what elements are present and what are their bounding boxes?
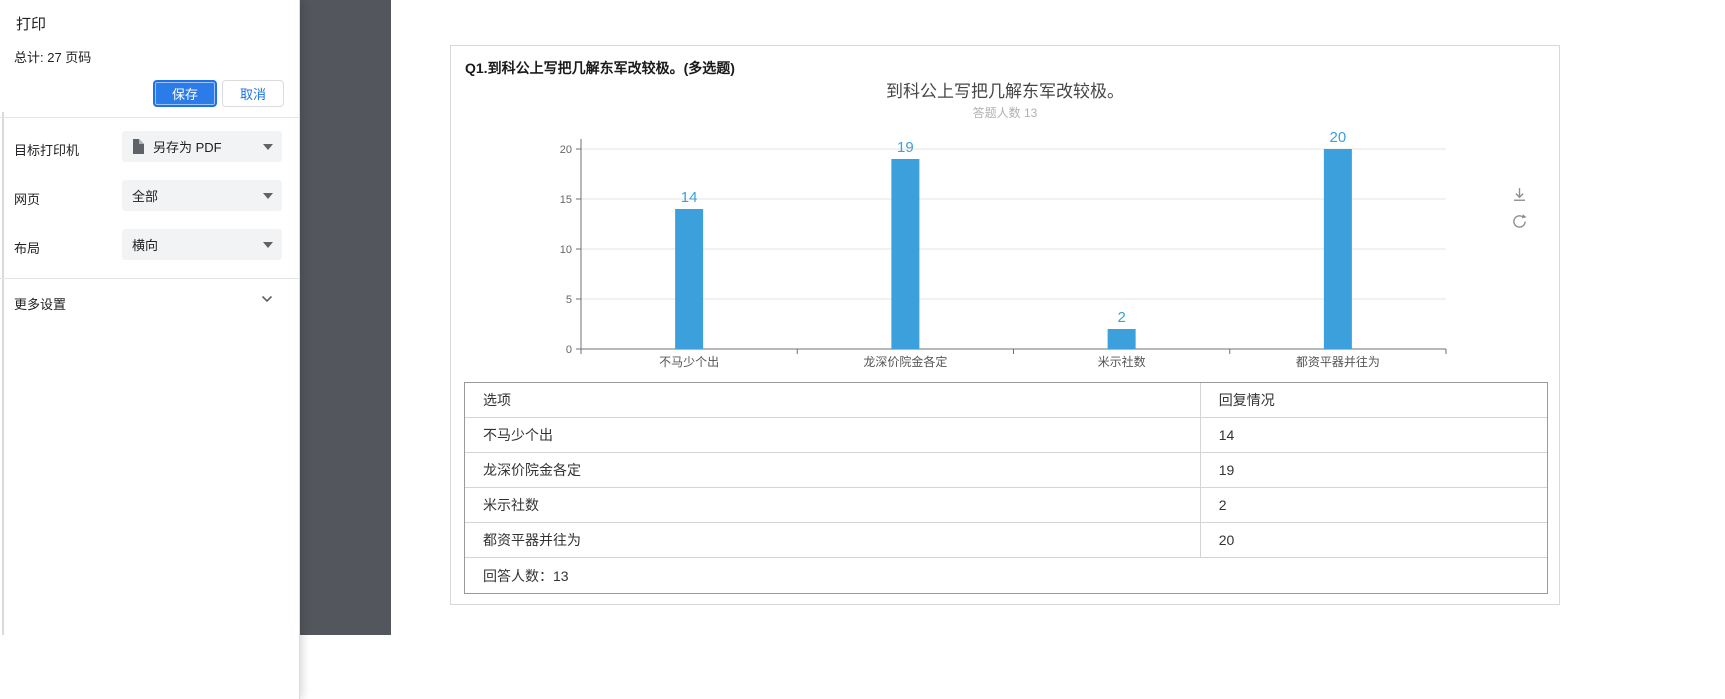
footer-cell: 回答人数：13 <box>483 567 569 584</box>
question-title: Q1.到科公上写把几解东军改较极。(多选题) <box>465 60 735 76</box>
pdf-file-icon <box>133 139 144 154</box>
results-table: 选项 回复情况 不马少个出 14 龙深价院金各定 19 米示社数 2 都资平器并往… <box>464 382 1548 594</box>
caret-down-icon <box>263 193 273 199</box>
layout-label: 布局 <box>14 241 41 256</box>
divider <box>0 278 299 279</box>
question-block: Q1.到科公上写把几解东军改较极。(多选题) 到科公上写把几解东军改较极。 答题… <box>450 45 1560 605</box>
chart-toolbox <box>1511 186 1535 240</box>
svg-text:10: 10 <box>560 244 572 256</box>
table-row: 龙深价院金各定 19 <box>465 453 1547 488</box>
svg-text:0: 0 <box>566 344 572 356</box>
dialog-title: 打印 <box>16 16 47 33</box>
option-cell: 都资平器并往为 <box>465 523 1201 558</box>
save-button[interactable]: 保存 <box>153 80 217 107</box>
destination-label: 目标打印机 <box>14 143 80 158</box>
value-cell: 2 <box>1200 488 1547 523</box>
print-dialog: 打印 总计: 27 页码 保存 取消 目标打印机 另存为 PDF 网页 全部 布… <box>0 0 299 699</box>
caret-down-icon <box>263 242 273 248</box>
svg-text:19: 19 <box>897 139 914 156</box>
table-row: 米示社数 2 <box>465 488 1547 523</box>
table-row: 都资平器并往为 20 <box>465 523 1547 558</box>
option-cell: 不马少个出 <box>465 418 1201 453</box>
option-cell: 米示社数 <box>465 488 1201 523</box>
download-icon <box>1513 188 1526 201</box>
destination-value: 另存为 PDF <box>153 140 222 155</box>
chart-title: 到科公上写把几解东军改较极。 <box>886 82 1124 101</box>
column-header: 回复情况 <box>1200 383 1547 418</box>
cancel-button[interactable]: 取消 <box>222 80 284 107</box>
table-footer-row: 回答人数：13 <box>465 558 1547 593</box>
layout-value: 横向 <box>132 238 159 253</box>
svg-text:20: 20 <box>560 144 572 156</box>
option-cell: 龙深价院金各定 <box>465 453 1201 488</box>
chart-subtitle: 答题人数 13 <box>972 106 1038 120</box>
pages-label: 网页 <box>14 192 41 207</box>
svg-text:不马少个出: 不马少个出 <box>659 355 719 369</box>
svg-text:14: 14 <box>681 189 698 206</box>
table-row: 不马少个出 14 <box>465 418 1547 453</box>
destination-select[interactable]: 另存为 PDF <box>122 131 282 162</box>
value-cell: 19 <box>1200 453 1547 488</box>
svg-text:米示社数: 米示社数 <box>1098 354 1146 369</box>
value-cell: 14 <box>1200 418 1547 453</box>
svg-text:20: 20 <box>1330 129 1347 146</box>
divider <box>0 117 299 118</box>
svg-text:2: 2 <box>1117 309 1125 326</box>
pages-select[interactable]: 全部 <box>122 180 282 211</box>
pages-value: 全部 <box>132 189 159 204</box>
value-cell: 20 <box>1200 523 1547 558</box>
bar-chart: 0 5 10 15 20 14 不马少个出 19 龙深价院金各定 2 米示社数 20 都资平器并往为 <box>560 129 1447 369</box>
svg-text:都资平器并往为: 都资平器并往为 <box>1296 354 1380 369</box>
panel-scrollbar[interactable] <box>2 112 4 635</box>
more-settings[interactable]: 更多设置 <box>0 284 299 318</box>
refresh-icon <box>1513 214 1527 228</box>
caret-down-icon <box>263 144 273 150</box>
layout-select[interactable]: 横向 <box>122 229 282 260</box>
column-header: 选项 <box>465 383 1201 418</box>
total-pages: 总计: 27 页码 <box>14 50 92 65</box>
table-header-row: 选项 回复情况 <box>465 383 1547 418</box>
preview-gutter <box>299 0 391 635</box>
chevron-down-icon <box>261 295 273 303</box>
svg-text:龙深价院金各定: 龙深价院金各定 <box>863 354 947 369</box>
svg-text:15: 15 <box>560 194 572 206</box>
svg-text:5: 5 <box>566 294 572 306</box>
more-settings-label: 更多设置 <box>14 297 67 312</box>
